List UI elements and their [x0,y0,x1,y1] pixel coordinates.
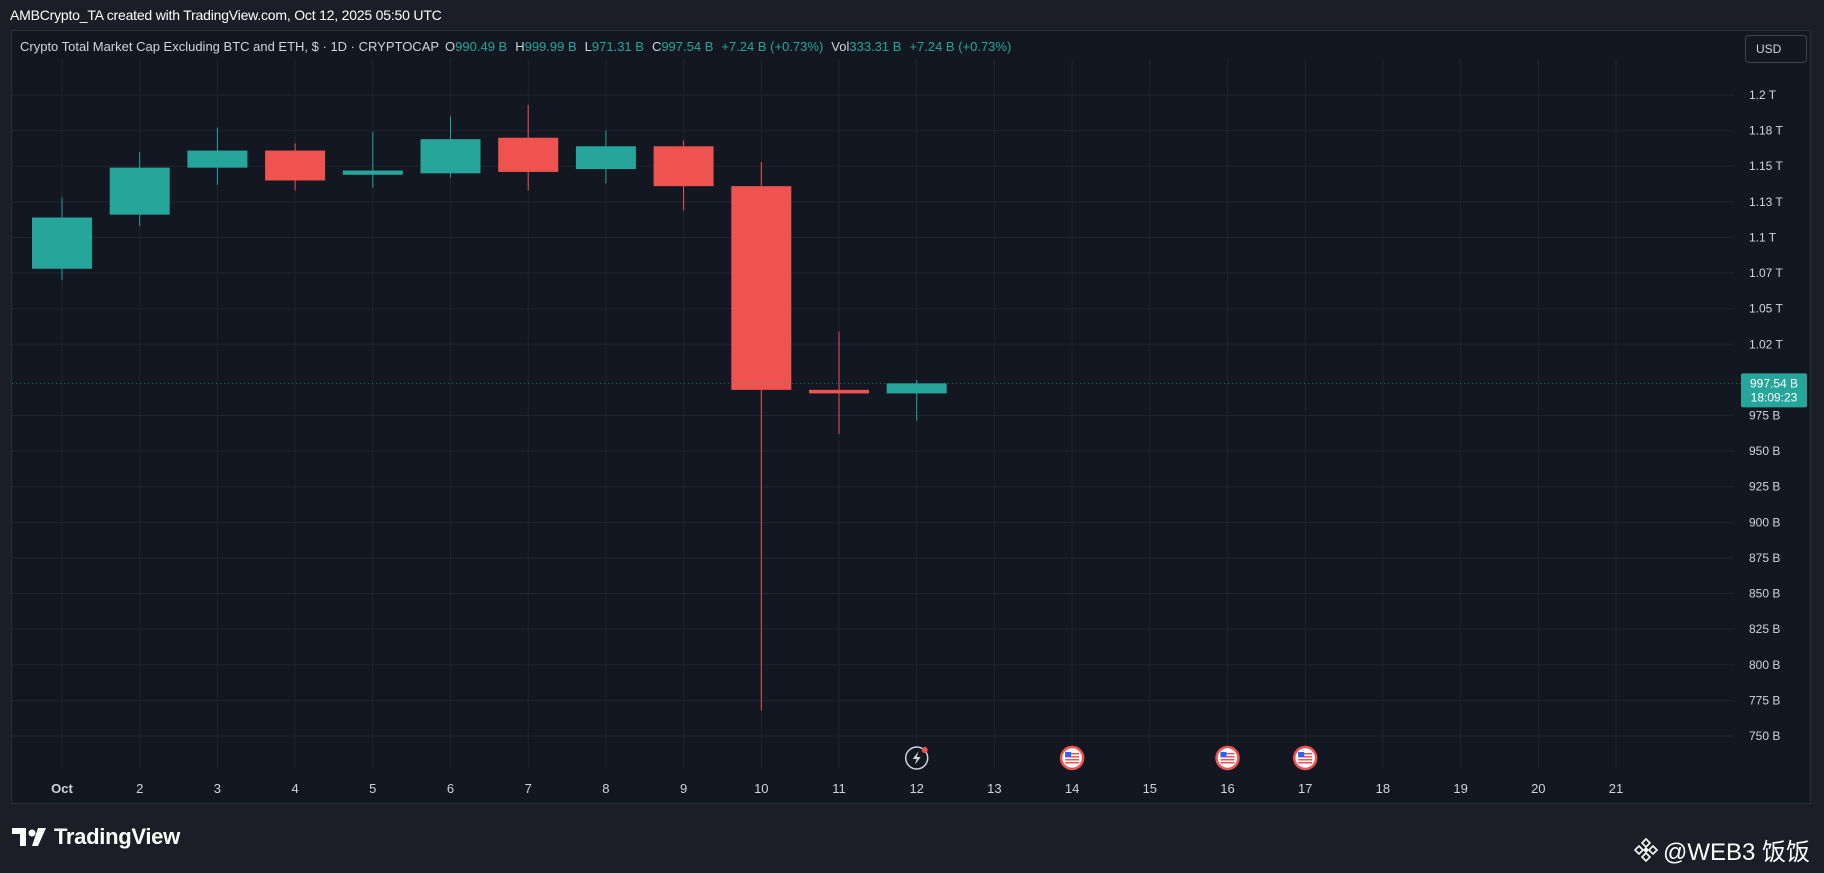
us-flag-icon[interactable] [1215,745,1240,771]
y-tick-label: 900 B [1749,515,1780,529]
y-tick-label: 1.07 T [1749,266,1783,280]
x-tick-label: 12 [909,781,923,796]
candle-body[interactable] [342,170,403,175]
x-tick-label: 18 [1376,781,1390,796]
x-tick-label: 4 [291,781,298,796]
candle-body[interactable] [809,389,869,394]
volume-value: 333.31 B [849,39,902,54]
x-tick-label: 16 [1220,781,1234,796]
low-label: L [584,39,592,54]
y-tick-label: 950 B [1749,444,1780,458]
y-tick-label: 800 B [1749,658,1780,672]
y-tick-label: 1.02 T [1749,337,1783,351]
y-tick-label: 975 B [1749,409,1780,423]
candle-body[interactable] [420,139,481,174]
x-tick-label: 10 [754,781,768,796]
x-tick-label: 20 [1531,781,1545,796]
x-tick-label: 5 [369,781,376,796]
y-tick-label: 750 B [1749,729,1780,743]
close-label: C [651,39,662,54]
watermark: @WEB3 饭饭 [1633,832,1810,867]
y-tick-label: 850 B [1749,587,1780,601]
candle-body[interactable] [653,146,714,187]
x-tick-label: 21 [1609,781,1623,796]
currency-button[interactable]: USD [1745,35,1807,63]
y-tick-label: 825 B [1749,622,1780,636]
last-price-label: 997.54 B [1750,376,1798,390]
candle-body[interactable] [886,383,947,394]
created-with-text: AMBCrypto_TA created with TradingView.co… [10,7,442,23]
volume-change: +7.24 B (+0.73%) [909,39,1012,54]
chart-legend: Crypto Total Market Cap Excluding BTC an… [20,39,1019,54]
x-tick-label: 13 [987,781,1001,796]
x-tick-label: 9 [680,781,687,796]
x-tick-label: 14 [1065,781,1079,796]
candle-body[interactable] [32,217,92,269]
open-label: O [445,39,456,54]
low-value: 971.31 B [591,39,644,54]
x-tick-label: 7 [525,781,532,796]
x-tick-label: 2 [136,781,143,796]
y-tick-label: 1.2 T [1749,88,1777,102]
candle-body[interactable] [109,167,170,215]
x-tick-label: 19 [1453,781,1467,796]
candle-body[interactable] [575,146,636,170]
open-value: 990.49 B [455,39,508,54]
us-flag-icon[interactable] [1059,745,1085,771]
x-tick-label: 17 [1298,781,1312,796]
y-tick-label: 1.1 T [1749,230,1777,244]
symbol-title[interactable]: Crypto Total Market Cap Excluding BTC an… [20,39,440,54]
x-tick-label: 15 [1143,781,1157,796]
candle-body[interactable] [498,137,559,172]
lightning-icon[interactable] [904,746,929,770]
y-tick-label: 925 B [1749,480,1780,494]
close-value: 997.54 B [661,39,714,54]
candle-body[interactable] [265,150,326,181]
tradingview-logo[interactable]: TradingView [12,824,180,850]
x-tick-label: 8 [602,781,609,796]
x-tick-label: 11 [832,781,846,796]
high-label: H [515,39,525,54]
volume-label: Vol [831,39,850,54]
y-tick-label: 1.05 T [1749,302,1783,316]
x-tick-label: Oct [51,781,73,796]
y-tick-label: 1.18 T [1749,124,1783,138]
y-tick-label: 875 B [1749,551,1780,565]
us-flag-icon[interactable] [1292,745,1318,771]
watermark-text: @WEB3 饭饭 [1662,839,1810,866]
high-value: 999.99 B [524,39,577,54]
countdown-label: 18:09:23 [1751,390,1798,404]
tradingview-logo-icon [12,828,46,846]
tradingview-brand-text: TradingView [54,824,180,849]
candle-body[interactable] [187,150,248,168]
binance-icon [1633,837,1659,862]
y-tick-label: 775 B [1749,693,1780,707]
x-tick-label: 3 [214,781,221,796]
top-bar: AMBCrypto_TA created with TradingView.co… [0,0,1824,30]
change-value: +7.24 B (+0.73%) [721,39,824,54]
last-price-badge [1741,373,1807,408]
x-tick-label: 6 [447,781,454,796]
candle-body[interactable] [731,186,792,390]
y-tick-label: 1.15 T [1749,159,1783,173]
y-tick-label: 1.13 T [1749,195,1783,209]
